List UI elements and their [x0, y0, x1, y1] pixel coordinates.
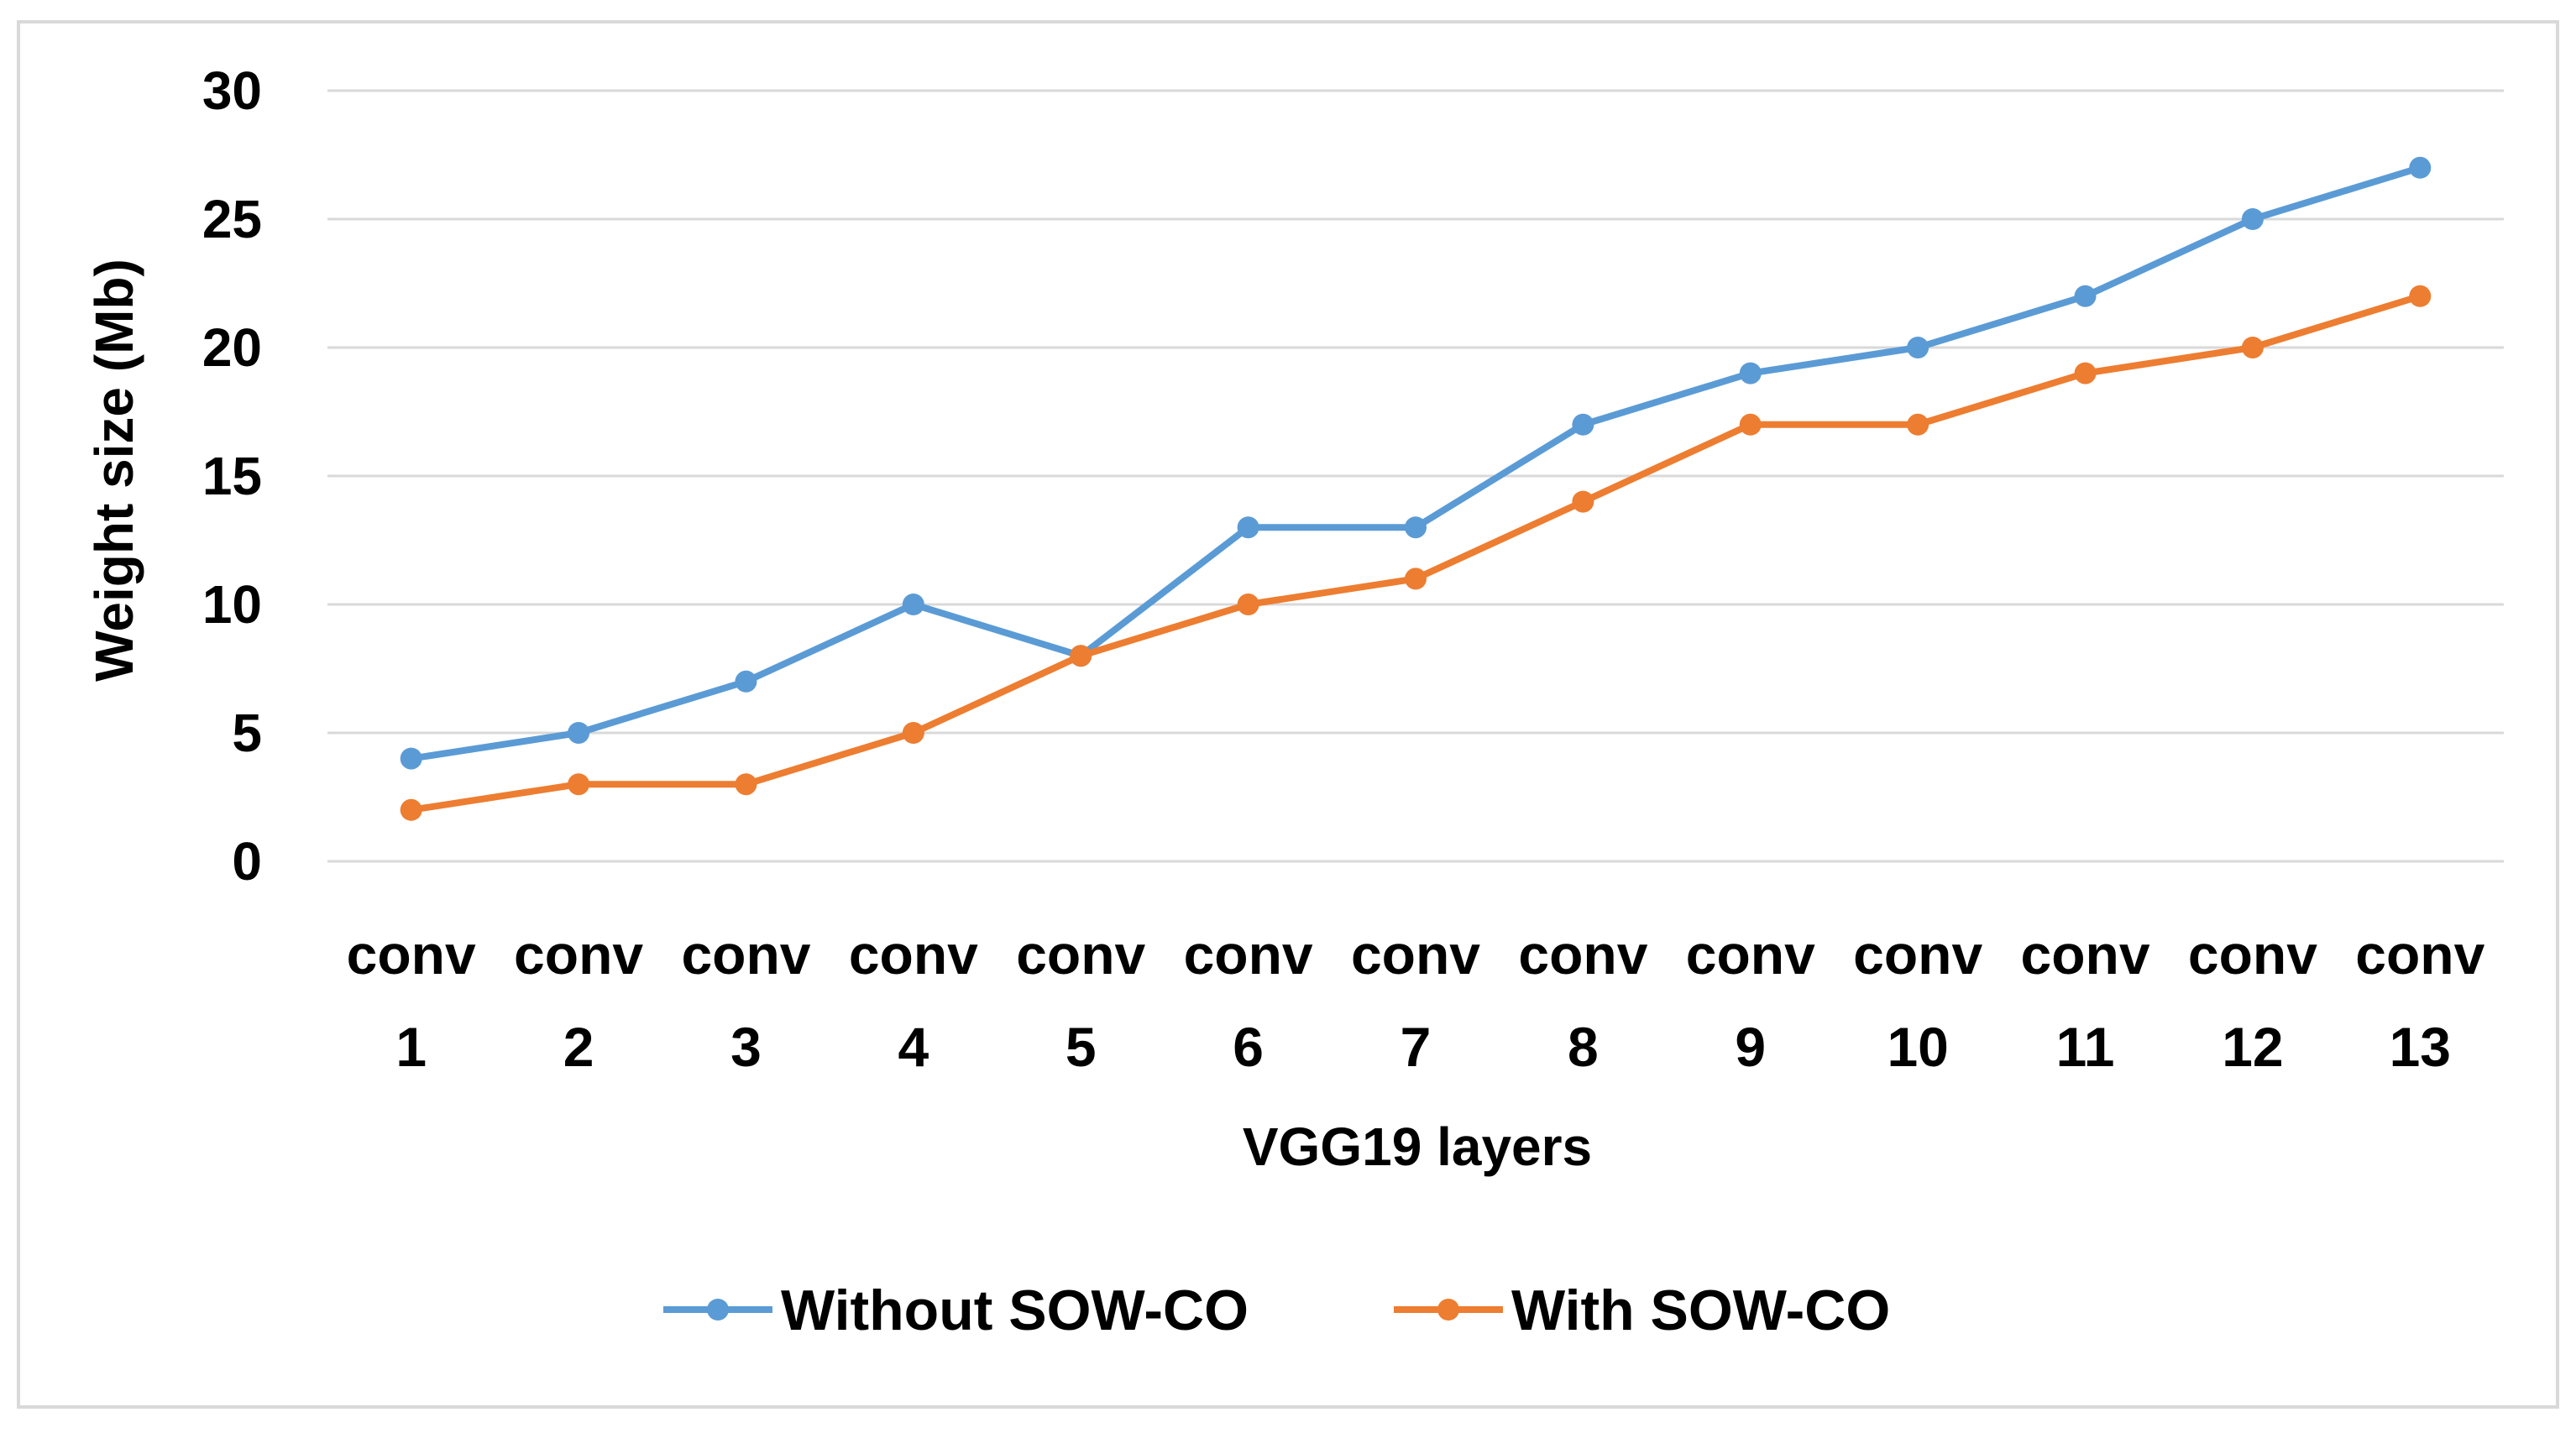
- x-tick-label: conv: [347, 923, 476, 986]
- data-point: [1405, 567, 1427, 590]
- y-tick-label: 0: [232, 831, 262, 892]
- data-point: [568, 722, 590, 744]
- data-point: [2241, 337, 2264, 358]
- data-point: [2409, 285, 2432, 307]
- y-axis-tick-labels: 0 5 10 15 20 25 30: [202, 60, 262, 892]
- y-tick-label: 10: [202, 574, 262, 635]
- x-tick-label: conv: [681, 923, 810, 986]
- legend: Without SOW-CO With SOW-CO: [663, 1279, 1890, 1342]
- data-point: [902, 722, 924, 744]
- data-point: [2409, 156, 2432, 179]
- x-tick-label: conv: [2355, 923, 2484, 986]
- x-tick-label: 6: [1233, 1016, 1264, 1078]
- x-tick-label: conv: [849, 923, 978, 986]
- data-point: [1572, 413, 1594, 436]
- legend-marker: [1437, 1299, 1459, 1321]
- x-tick-label: conv: [1518, 923, 1647, 986]
- x-tick-label: conv: [514, 923, 643, 986]
- x-tick-label: 10: [1887, 1016, 1948, 1078]
- y-tick-label: 30: [202, 60, 262, 121]
- x-tick-label: 3: [730, 1016, 762, 1078]
- gridlines: [327, 89, 2504, 863]
- data-point: [1572, 490, 1594, 513]
- data-point: [1907, 413, 1929, 436]
- data-point: [1739, 362, 1762, 384]
- x-tick-label: 7: [1401, 1016, 1432, 1078]
- x-tick-label: 2: [563, 1016, 594, 1078]
- data-point: [1907, 337, 1929, 358]
- data-point: [1070, 645, 1092, 667]
- x-tick-label: 13: [2390, 1016, 2451, 1078]
- legend-item: With SOW-CO: [1394, 1279, 1890, 1342]
- legend-label: With SOW-CO: [1511, 1279, 1890, 1342]
- data-point: [1739, 413, 1762, 436]
- x-tick-label: conv: [2188, 923, 2317, 986]
- data-point: [2074, 362, 2097, 384]
- x-tick-label: 5: [1065, 1016, 1097, 1078]
- data-point: [400, 798, 422, 821]
- x-tick-label: 1: [395, 1016, 427, 1078]
- series-lines: [400, 156, 2432, 821]
- x-tick-label: conv: [1016, 923, 1145, 986]
- data-point: [568, 773, 590, 796]
- x-tick-label: 12: [2222, 1016, 2283, 1078]
- legend-label: Without SOW-CO: [781, 1279, 1249, 1342]
- y-tick-label: 20: [202, 317, 262, 378]
- x-tick-label: conv: [1686, 923, 1815, 986]
- data-point: [902, 594, 924, 615]
- y-axis-label: Weight size (Mb): [84, 259, 144, 682]
- x-tick-label: 4: [898, 1016, 929, 1078]
- data-point: [400, 747, 422, 770]
- data-point: [2074, 285, 2097, 307]
- x-axis-label: VGG19 layers: [1243, 1117, 1592, 1177]
- y-tick-label: 15: [202, 446, 262, 506]
- x-tick-label: 11: [2056, 1016, 2115, 1078]
- legend-marker: [707, 1299, 729, 1321]
- y-tick-label: 25: [202, 189, 262, 249]
- series-1: [400, 156, 2432, 770]
- x-tick-label: 8: [1568, 1016, 1599, 1078]
- data-point: [735, 773, 757, 796]
- series-2: [400, 285, 2432, 821]
- data-point: [2241, 208, 2264, 230]
- data-point: [1237, 594, 1259, 615]
- chart-frame: [17, 20, 2559, 1409]
- x-tick-label: conv: [1351, 923, 1480, 986]
- x-tick-label: conv: [1853, 923, 1982, 986]
- x-tick-label: 9: [1735, 1016, 1766, 1078]
- data-point: [1237, 516, 1259, 539]
- legend-item: Without SOW-CO: [663, 1279, 1249, 1342]
- x-tick-label: conv: [1184, 923, 1313, 986]
- data-point: [1405, 516, 1427, 539]
- x-axis-tick-labels: conv 1 conv 2 conv 3 conv 4 conv 5 conv 6 conv 7 conv 8…: [347, 923, 2485, 1078]
- data-point: [735, 670, 757, 693]
- x-tick-label: conv: [2021, 923, 2150, 986]
- y-tick-label: 5: [232, 703, 262, 763]
